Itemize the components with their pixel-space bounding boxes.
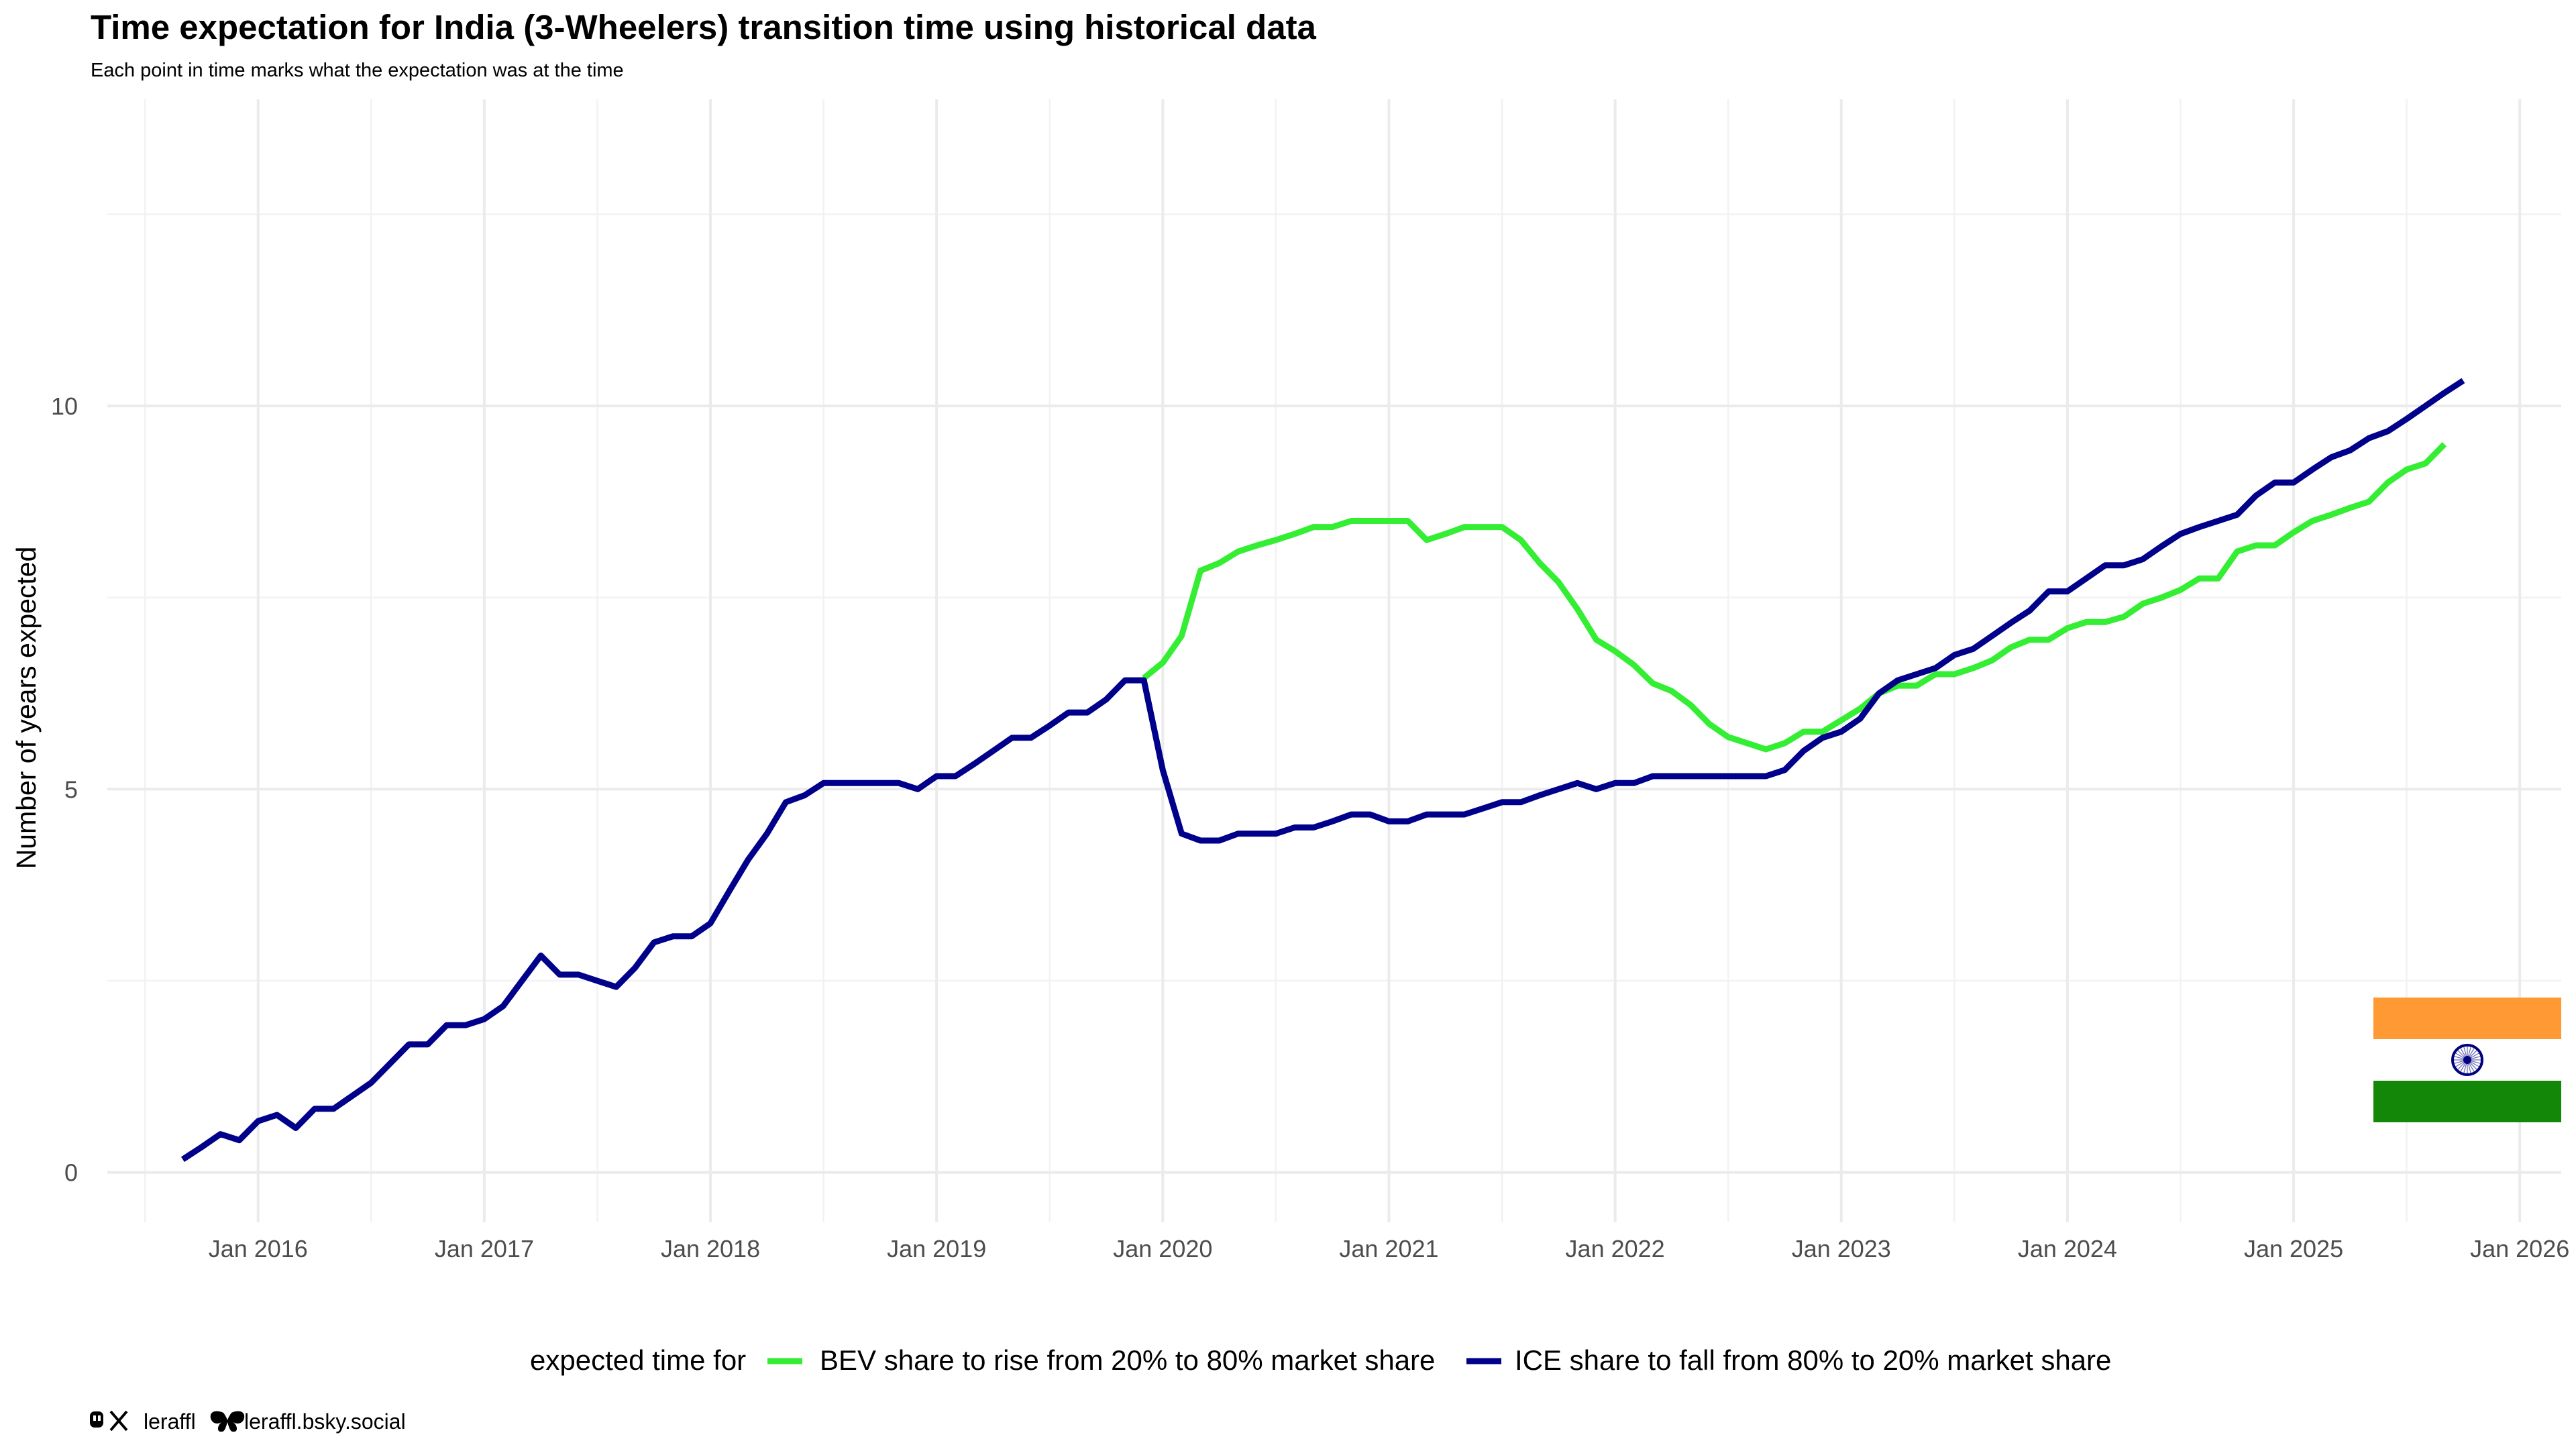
- x-tick-label: Jan 2018: [661, 1235, 760, 1263]
- y-tick-label: 0: [64, 1159, 78, 1187]
- ashoka-chakra-icon: [2451, 1044, 2483, 1076]
- india-flag-icon: [2373, 998, 2561, 1122]
- legend-label-bev: BEV share to rise from 20% to 80% market…: [820, 1344, 1435, 1376]
- flag-saffron-band: [2373, 998, 2561, 1039]
- caption: leraffl leraffl.bsky.social: [90, 1409, 406, 1434]
- x-tick-label: Jan 2024: [2018, 1235, 2117, 1263]
- x-tick-label: Jan 2020: [1113, 1235, 1212, 1263]
- x-tick-label: Jan 2022: [1566, 1235, 1665, 1263]
- y-axis-ticks: 0 5 10: [51, 392, 78, 1187]
- series-lines: [180, 378, 2465, 1163]
- legend-title: expected time for: [530, 1344, 746, 1376]
- series-line-bev: [1142, 442, 2447, 753]
- x-tick-label: Jan 2021: [1339, 1235, 1438, 1263]
- x-axis-ticks: Jan 2016 Jan 2017 Jan 2018 Jan 2019 Jan 2020…: [209, 1235, 2570, 1263]
- bluesky-icon: [210, 1411, 245, 1432]
- grid: [107, 99, 2561, 1222]
- x-icon: [109, 1410, 128, 1432]
- chart-subtitle: Each point in time marks what the expect…: [91, 60, 624, 81]
- series-line-ice: [180, 378, 2465, 1163]
- x-tick-label: Jan 2017: [435, 1235, 534, 1263]
- caption-handle: leraffl: [144, 1409, 196, 1434]
- x-tick-label: Jan 2016: [209, 1235, 308, 1263]
- x-tick-label: Jan 2023: [1792, 1235, 1891, 1263]
- mastodon-icon: [90, 1411, 103, 1428]
- x-tick-label: Jan 2019: [887, 1235, 986, 1263]
- y-tick-label: 10: [51, 392, 78, 420]
- chart-title: Time expectation for India (3-Wheelers) …: [91, 8, 1317, 46]
- y-tick-label: 5: [64, 775, 78, 803]
- flag-green-band: [2373, 1081, 2561, 1122]
- legend-label-ice: ICE share to fall from 80% to 20% market…: [1515, 1344, 2111, 1376]
- x-tick-label: Jan 2026: [2470, 1235, 2569, 1263]
- caption-bluesky: leraffl.bsky.social: [244, 1409, 406, 1434]
- legend: expected time for BEV share to rise from…: [530, 1344, 2111, 1376]
- y-axis-label: Number of years expected: [11, 547, 42, 869]
- x-tick-label: Jan 2025: [2244, 1235, 2343, 1263]
